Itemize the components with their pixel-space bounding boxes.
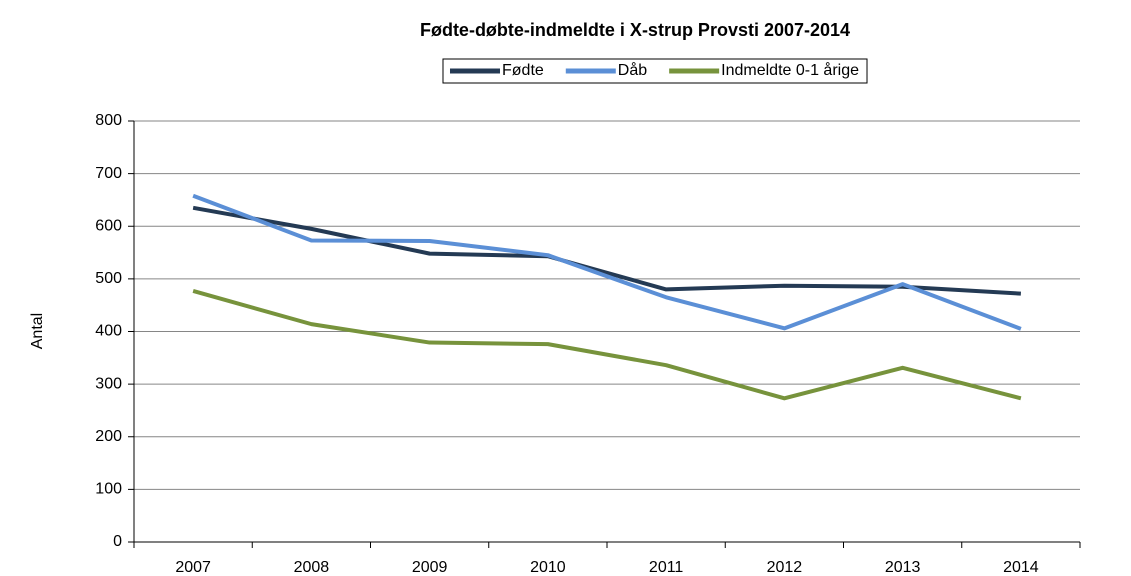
line-series (192, 289, 1022, 401)
legend-label: Dåb (618, 61, 647, 79)
y-tick-label: 700 (95, 165, 122, 182)
y-tick-label: 0 (113, 533, 122, 550)
y-tick-label: 600 (95, 217, 122, 234)
x-tick-label: 2008 (294, 559, 330, 576)
y-tick-label: 500 (95, 270, 122, 287)
y-tick-label: 100 (95, 481, 122, 498)
legend-box (442, 58, 868, 84)
legend-label: Indmeldte 0-1 årige (721, 61, 859, 79)
y-tick-label: 300 (95, 375, 122, 392)
x-tick-label: 2007 (175, 559, 211, 576)
line-series (192, 193, 1022, 331)
chart-title: Fødte-døbte-indmeldte i X-strup Provsti … (420, 20, 850, 40)
y-tick-label: 400 (95, 323, 122, 340)
y-tick-label: 800 (95, 112, 122, 129)
x-tick-label: 2010 (530, 559, 566, 576)
x-tick-label: 2009 (412, 559, 448, 576)
x-tick-label: 2013 (885, 559, 921, 576)
x-tick-label: 2014 (1003, 559, 1039, 576)
y-axis-label: Antal (29, 313, 46, 349)
legend-label: Fødte (502, 62, 544, 79)
y-tick-label: 200 (95, 428, 122, 445)
x-tick-label: 2012 (767, 559, 803, 576)
x-tick-label: 2011 (649, 559, 684, 576)
line-series (192, 205, 1021, 296)
